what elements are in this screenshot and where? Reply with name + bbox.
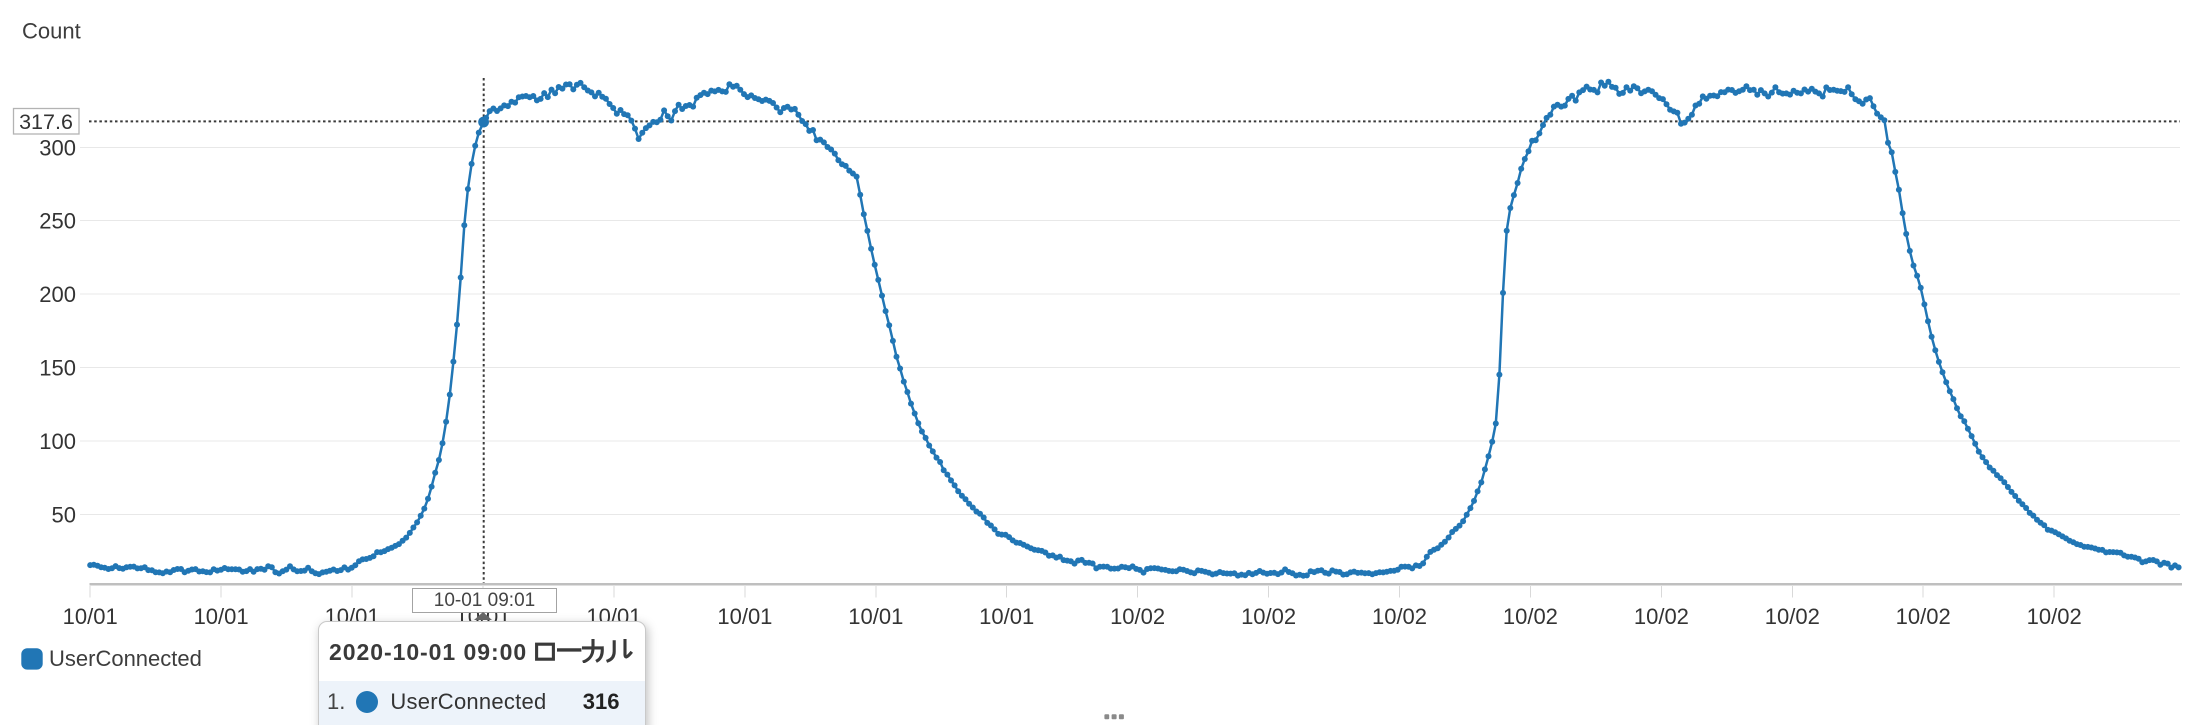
svg-text:10/01: 10/01 (979, 604, 1034, 629)
svg-text:Count: Count (22, 19, 81, 44)
svg-text:10/02: 10/02 (1372, 604, 1427, 629)
svg-text:150: 150 (39, 356, 76, 381)
svg-text:10/02: 10/02 (1765, 604, 1820, 629)
svg-text:300: 300 (39, 135, 76, 160)
svg-text:317.6: 317.6 (19, 110, 73, 134)
svg-text:10/02: 10/02 (1634, 604, 1689, 629)
svg-text:10/02: 10/02 (1503, 604, 1558, 629)
svg-text:10/01: 10/01 (717, 604, 772, 629)
svg-text:100: 100 (39, 429, 76, 454)
svg-text:50: 50 (52, 502, 76, 527)
svg-text:250: 250 (39, 209, 76, 234)
svg-text:UserConnected: UserConnected (49, 646, 202, 671)
svg-text:10/02: 10/02 (2027, 604, 2082, 629)
svg-text:10/01: 10/01 (194, 604, 249, 629)
svg-text:10/02: 10/02 (1110, 604, 1165, 629)
svg-text:10/02: 10/02 (1896, 604, 1951, 629)
svg-text:10/01: 10/01 (63, 604, 118, 629)
svg-text:10/02: 10/02 (1241, 604, 1296, 629)
svg-text:10/01: 10/01 (848, 604, 903, 629)
svg-text:200: 200 (39, 282, 76, 307)
